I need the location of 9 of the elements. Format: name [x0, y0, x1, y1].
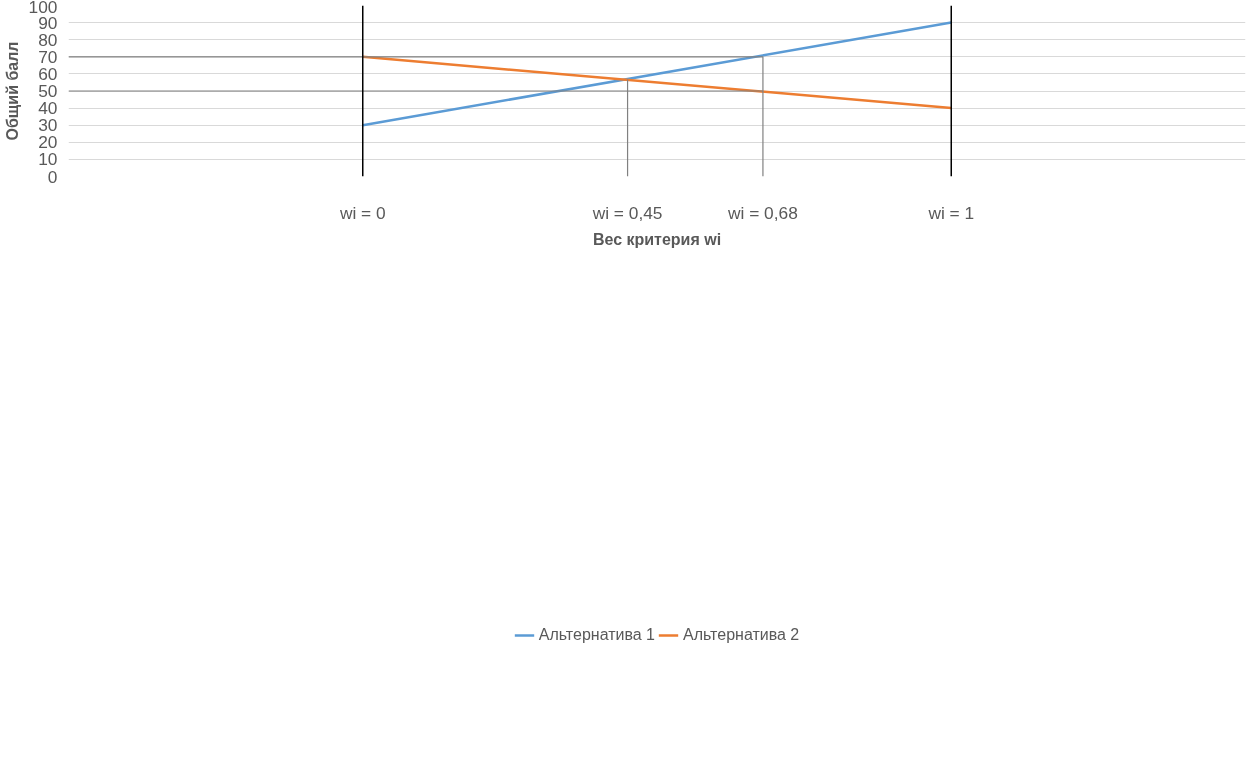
y-tick-label: 50	[38, 81, 58, 101]
legend-label: Альтернатива 1	[538, 626, 655, 644]
x-axis-title: Вес критерия wi	[592, 230, 722, 248]
y-axis-title: Общий балл	[3, 41, 21, 141]
x-tick-label: wi = 0,45	[591, 202, 663, 223]
x-tick-label: wi = 0	[338, 202, 386, 223]
legend-label: Альтернатива 2	[683, 626, 800, 644]
x-tick-label: wi = 1	[927, 202, 975, 223]
x-tick-label: wi = 0,68	[727, 202, 798, 223]
